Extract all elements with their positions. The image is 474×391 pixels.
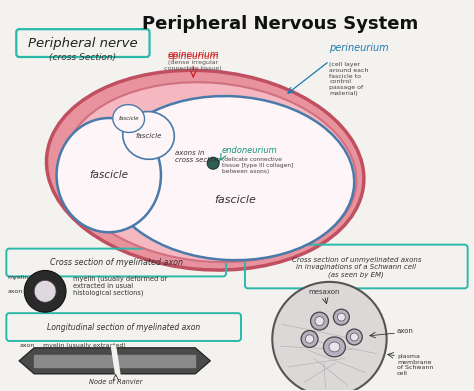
Text: axon: axon: [8, 289, 42, 294]
Text: axons in
cross section: axons in cross section: [175, 150, 221, 163]
Ellipse shape: [315, 317, 324, 326]
Text: (cell layer
around each
fascicle to
control
passage of
material): (cell layer around each fascicle to cont…: [329, 62, 369, 96]
Text: fascicle: fascicle: [214, 195, 256, 205]
Ellipse shape: [323, 337, 346, 357]
Text: Peripheral Nervous System: Peripheral Nervous System: [142, 15, 418, 33]
Ellipse shape: [350, 333, 358, 341]
Text: perineurium: perineurium: [329, 43, 389, 53]
Polygon shape: [34, 355, 195, 367]
Text: endoneurium: endoneurium: [222, 146, 278, 155]
Polygon shape: [19, 348, 210, 374]
Text: Cross section of myelinated axon: Cross section of myelinated axon: [50, 258, 183, 267]
Ellipse shape: [272, 282, 387, 391]
Ellipse shape: [333, 309, 349, 325]
Text: Longitudinal section of myelinated axon: Longitudinal section of myelinated axon: [47, 323, 201, 332]
Text: axon: axon: [19, 343, 35, 348]
Ellipse shape: [329, 342, 340, 352]
Text: myelin (usually extracted): myelin (usually extracted): [43, 343, 126, 348]
Ellipse shape: [113, 105, 145, 133]
Ellipse shape: [305, 335, 314, 343]
Ellipse shape: [56, 118, 161, 232]
Ellipse shape: [346, 329, 362, 345]
Text: epineurium: epineurium: [167, 50, 219, 59]
Text: plasma
membrane
of Schwann
cell: plasma membrane of Schwann cell: [397, 354, 433, 376]
Text: (delicate connective
tissue [type III collagen]
between axons): (delicate connective tissue [type III co…: [222, 157, 293, 174]
Text: fascicle: fascicle: [118, 116, 139, 121]
Ellipse shape: [301, 330, 318, 348]
Ellipse shape: [64, 82, 356, 262]
Ellipse shape: [24, 271, 66, 312]
Text: axon: axon: [397, 328, 414, 334]
Ellipse shape: [106, 96, 354, 260]
Text: epineurium: epineurium: [167, 52, 219, 70]
Text: Peripheral nerve: Peripheral nerve: [28, 37, 138, 50]
Ellipse shape: [207, 157, 219, 169]
Ellipse shape: [123, 111, 174, 159]
Text: Node of Ranvier: Node of Ranvier: [89, 379, 143, 385]
Text: fascicle: fascicle: [136, 133, 162, 140]
Text: Cross section of unmyelinated axons
in invaginations of a Schwann cell
(as seen : Cross section of unmyelinated axons in i…: [292, 257, 421, 278]
Ellipse shape: [310, 312, 328, 330]
Ellipse shape: [337, 313, 346, 321]
Text: (dense irregular
connective tissue): (dense irregular connective tissue): [164, 60, 222, 71]
Text: mesaxon: mesaxon: [309, 289, 340, 295]
Text: myelin: myelin: [8, 275, 35, 283]
Text: (cross Section): (cross Section): [49, 53, 117, 62]
Ellipse shape: [46, 70, 364, 270]
Text: myelin (usually deformed or
extracted in usual
histological sections): myelin (usually deformed or extracted in…: [73, 275, 167, 296]
Text: fascicle: fascicle: [89, 170, 128, 180]
Ellipse shape: [34, 280, 56, 302]
